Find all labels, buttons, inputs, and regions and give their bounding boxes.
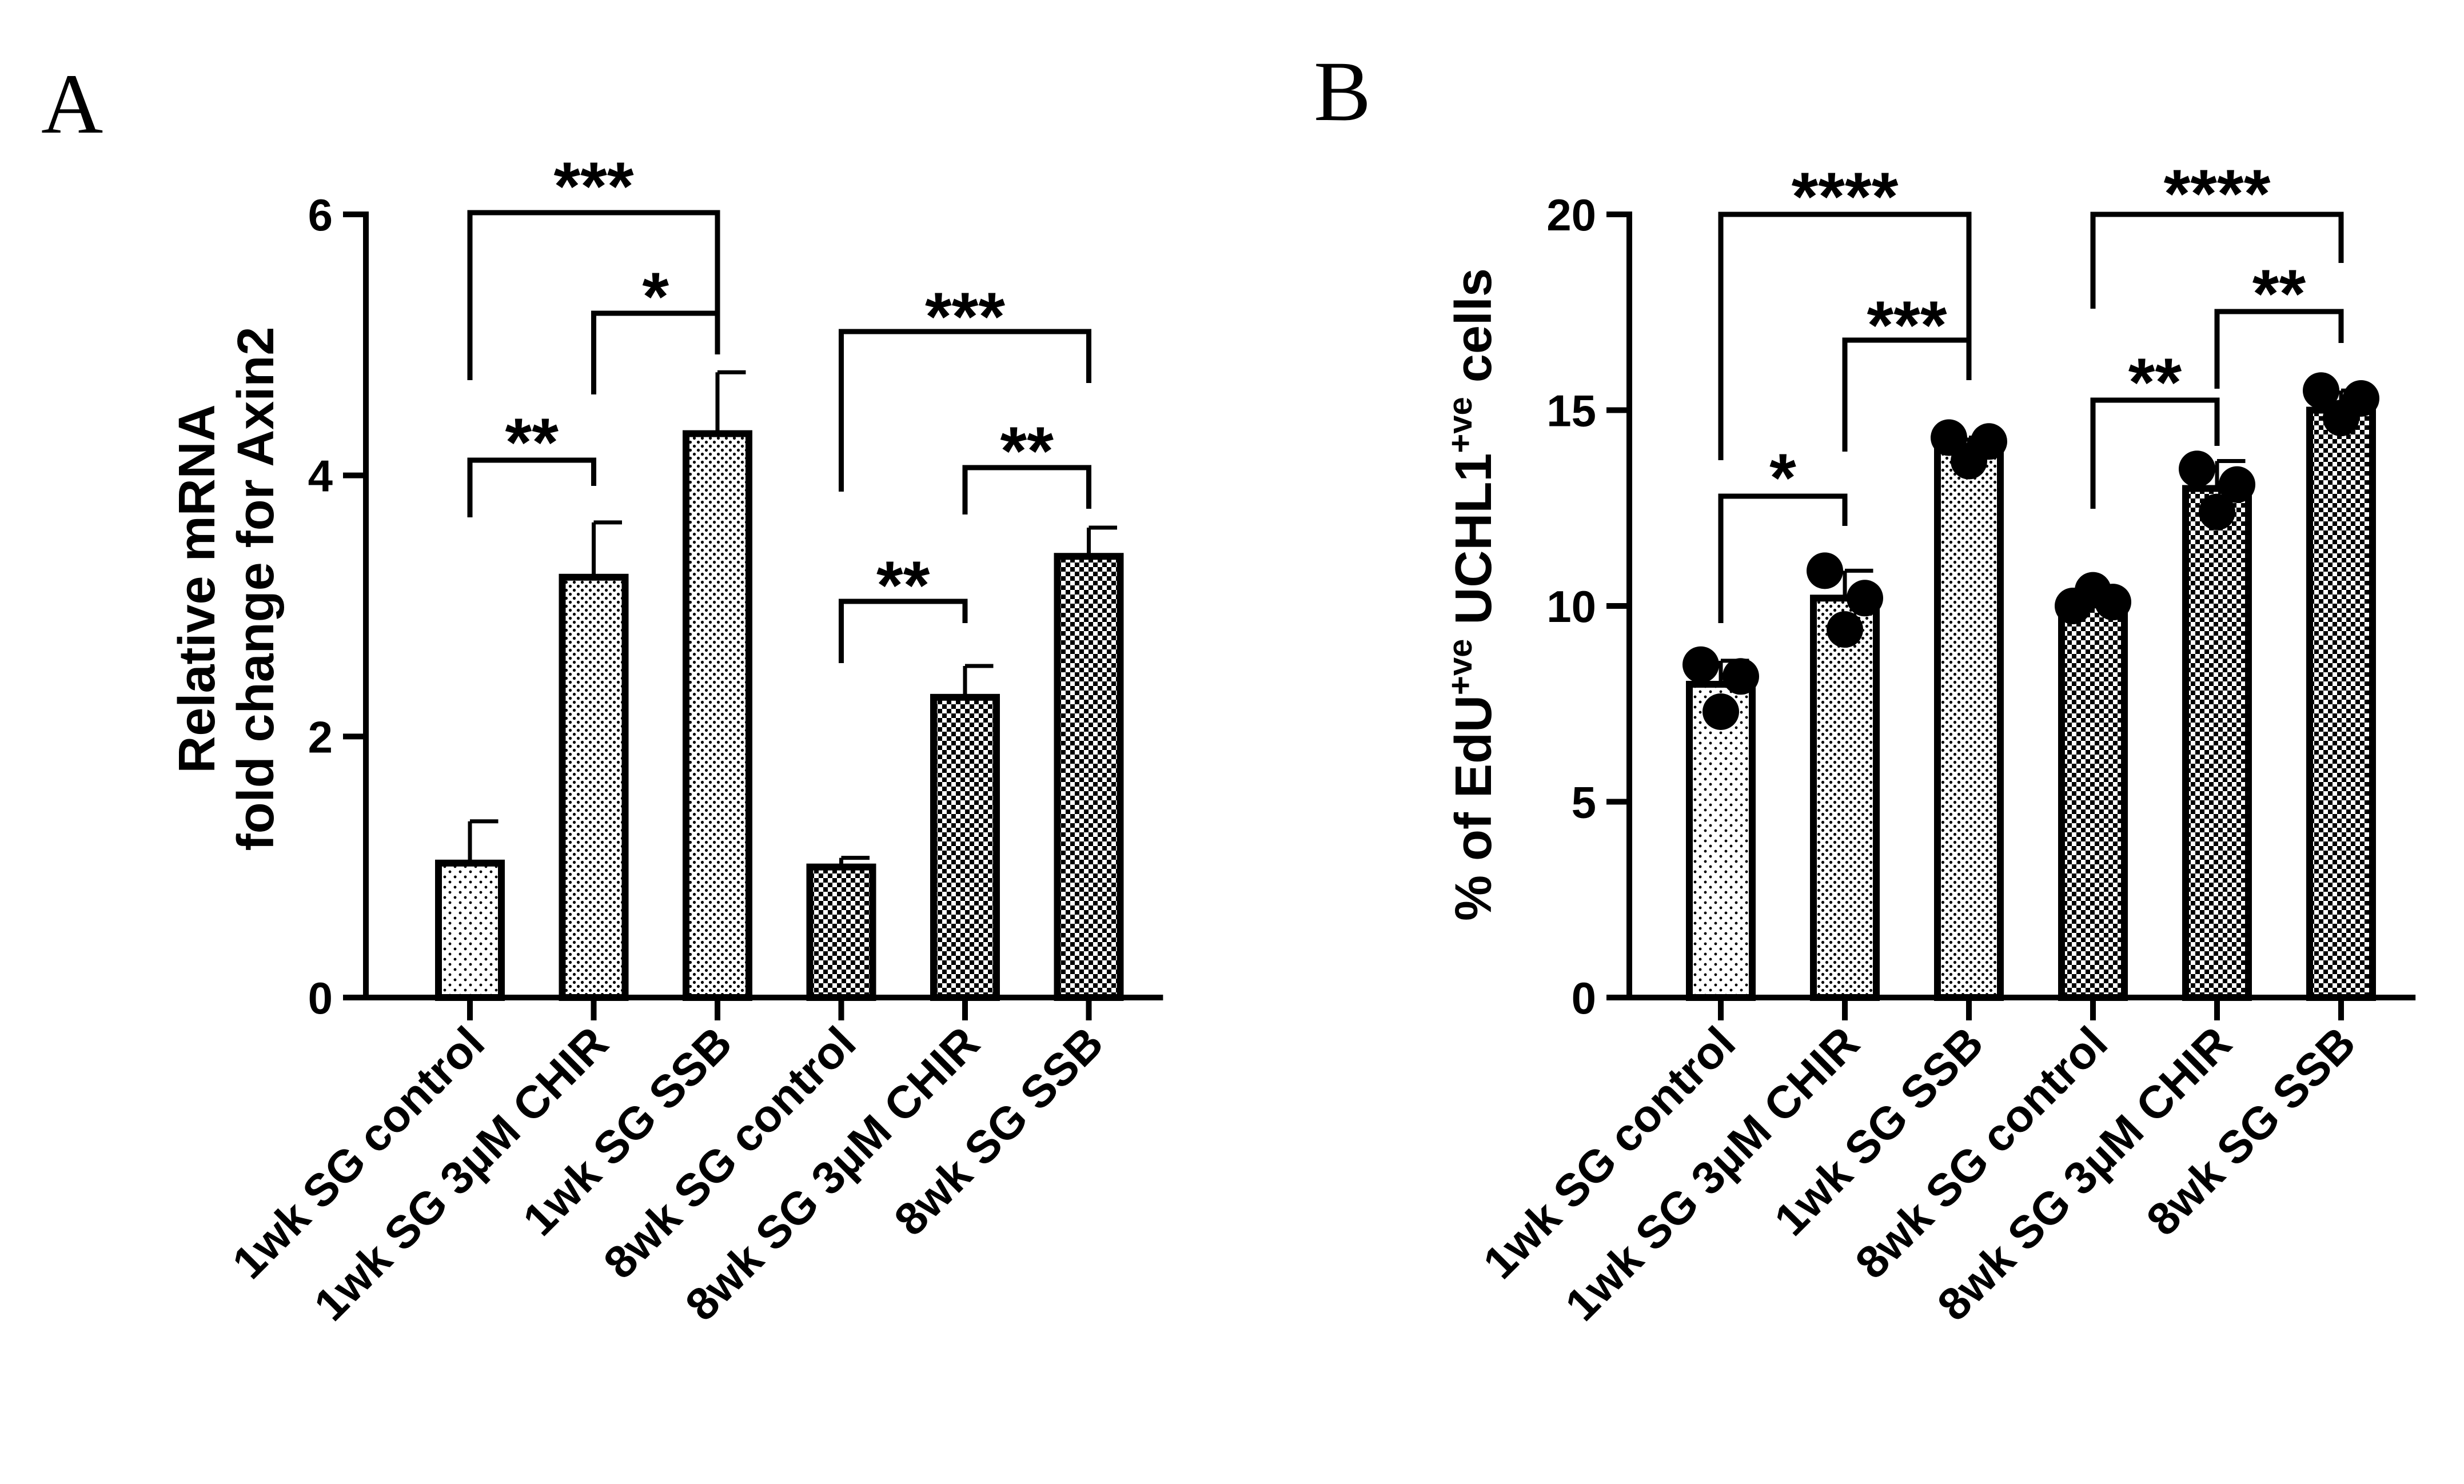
panel-b-data-point [1847, 580, 1883, 617]
panel-b-data-point [2199, 493, 2235, 530]
panel-a: A Relative mRNA fold change for Axin2 0 2… [41, 57, 1163, 1330]
panel-a-y-tick-label: 4 [308, 451, 333, 501]
panel-a-ylabel-line2: fold change for Axin2 [228, 327, 285, 851]
panel-b-y-tick-label: 10 [1546, 581, 1596, 632]
panel-b-bar [1686, 681, 1756, 1001]
panel-a-bar [930, 693, 1000, 1002]
panel-b-significance-bracket [2090, 397, 2220, 509]
panel-a-letter: A [41, 57, 103, 151]
panel-a-significance-label: *** [925, 278, 1005, 355]
panel-a-ylabel-line1: Relative mRNA [169, 404, 226, 773]
panel-b-bar [2306, 406, 2376, 1001]
panel-b-significance-bracket [2214, 309, 2344, 389]
panel-b-ylabel-post: cells [1445, 268, 1502, 397]
panel-b-significance-bracket [1718, 493, 1848, 623]
panel-b-significance-bracket [2090, 212, 2344, 309]
panel-b-ylabel-pre: % of EdU [1445, 695, 1502, 921]
panel-a-bar [683, 430, 752, 1001]
panel-b-data-point [1723, 658, 1759, 695]
panel-a-y-tick-label: 6 [308, 190, 333, 240]
panel-b-significance-label: *** [1867, 287, 1947, 364]
panel-b-y-tick-label: 20 [1546, 190, 1596, 240]
panel-b-bar [1934, 446, 2004, 1001]
panel-b-data-point [2179, 450, 2215, 488]
panel-b-ylabel-mid: UCHL1 [1445, 453, 1502, 639]
panel-a-significance-bracket [839, 329, 1091, 492]
panel-a-y-tick-label: 2 [308, 712, 333, 762]
panel-b-ylabel-sup2: +ve [1442, 397, 1479, 453]
panel-a-bar [806, 863, 876, 1001]
panel-b-significance-label: ** [2252, 256, 2306, 332]
panel-b-significance-label: ** [2128, 344, 2182, 421]
panel-a-significance-bracket [467, 210, 720, 380]
panel-a-bar [1054, 553, 1124, 1001]
panel-b-data-point [1827, 611, 1863, 648]
panel-b-significance-bracket [1718, 212, 1972, 460]
panel-a-significance-label: *** [553, 148, 633, 225]
panel-b-y-tick-label: 5 [1572, 777, 1596, 828]
panel-b: B % of EdU+ve UCHL1+ve cells 051015201wk… [1314, 44, 2416, 1330]
panel-a-significance-label: ** [1000, 413, 1054, 489]
panel-b-y-tick-label: 15 [1546, 386, 1596, 436]
panel-b-data-point [2095, 584, 2131, 621]
panel-b-data-point [2343, 380, 2379, 417]
panel-b-ylabel-sup1: +ve [1442, 639, 1479, 695]
panel-a-bar [435, 859, 505, 1001]
panel-b-bar [2058, 599, 2128, 1001]
panel-a-bar [559, 573, 629, 1001]
panel-a-significance-bracket [839, 599, 968, 663]
panel-a-y-tick-label: 0 [308, 973, 333, 1023]
panel-b-y-tick-label: 0 [1572, 973, 1596, 1023]
panel-b-data-point [1807, 552, 1843, 589]
panel-b-data-point [2219, 466, 2255, 503]
panel-a-significance-bracket [467, 457, 596, 517]
panel-b-significance-label: **** [2164, 155, 2271, 232]
panel-b-data-point [1703, 693, 1739, 730]
panel-a-significance-label: ** [505, 404, 559, 481]
panel-a-significance-bracket [962, 465, 1091, 514]
panel-a-significance-label: ** [876, 547, 930, 624]
panel-b-bar [2182, 485, 2252, 1001]
panel-b-bar [1810, 595, 1880, 1002]
panel-b-significance-label: **** [1792, 158, 1899, 235]
panel-b-letter: B [1314, 44, 1371, 139]
panel-b-data-point [2303, 372, 2339, 409]
panel-b-data-point [1971, 423, 2007, 460]
panel-b-ylabel: % of EdU+ve UCHL1+ve cells [1442, 268, 1502, 921]
panel-b-data-point [1682, 646, 1719, 683]
panel-b-significance-label: * [1769, 440, 1796, 516]
panel-a-significance-label: * [642, 258, 669, 335]
